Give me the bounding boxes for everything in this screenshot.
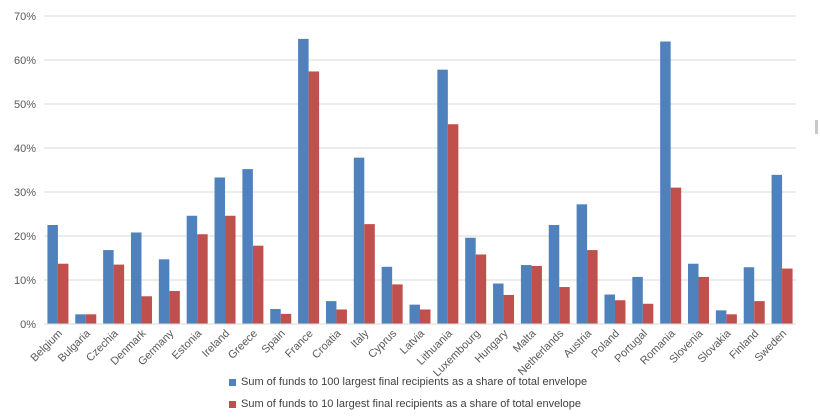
bar-top10-bulgaria xyxy=(85,314,97,324)
bar-top10-finland xyxy=(754,301,765,324)
bar-top10-croatia xyxy=(336,309,347,324)
bar-top100-germany xyxy=(158,259,170,324)
legend-label-series-2: Sum of funds to 10 largest final recipie… xyxy=(241,398,581,410)
bar-top100-cyprus xyxy=(381,266,393,324)
x-tick-label-cyprus: Cyprus xyxy=(366,327,399,360)
y-tick-label: 50% xyxy=(14,99,36,111)
bar-top100-finland xyxy=(743,267,755,324)
bar-top10-luxembourg xyxy=(475,254,487,324)
bar-top10-germany xyxy=(169,291,180,324)
bar-top100-sweden xyxy=(771,174,783,324)
bar-top100-hungary xyxy=(493,283,504,324)
y-tick-label: 60% xyxy=(14,55,36,67)
x-tick-label-italy: Italy xyxy=(349,327,372,350)
bar-top100-bulgaria xyxy=(75,314,86,324)
bar-top10-netherlands xyxy=(559,287,570,324)
bar-top100-slovenia xyxy=(688,263,699,324)
y-tick-label: 70% xyxy=(14,11,36,23)
bar-top10-slovakia xyxy=(726,314,737,324)
bar-top100-malta xyxy=(520,265,532,324)
bar-top10-malta xyxy=(531,265,542,324)
bar-top100-romania xyxy=(660,41,671,325)
bar-top10-hungary xyxy=(503,294,515,324)
bar-top10-denmark xyxy=(141,296,152,324)
legend-swatch-series-1 xyxy=(229,378,236,386)
x-tick-label-austria: Austria xyxy=(562,327,595,360)
bar-top10-lithuania xyxy=(447,124,459,325)
y-tick-label: 10% xyxy=(14,275,36,287)
y-tick-label: 30% xyxy=(14,187,36,199)
bar-top100-poland xyxy=(604,294,615,324)
bar-top100-belgium xyxy=(47,225,58,324)
x-tick-label-croatia: Croatia xyxy=(310,327,344,361)
bar-top10-austria xyxy=(587,250,598,324)
bar-top100-denmark xyxy=(130,232,142,324)
bar-top100-portugal xyxy=(632,276,643,324)
bars xyxy=(47,38,793,325)
legend-label-series-1: Sum of funds to 100 largest final recipi… xyxy=(241,376,588,388)
bar-top10-portugal xyxy=(642,303,654,324)
bar-top100-italy xyxy=(353,157,365,324)
bar-top10-slovenia xyxy=(698,276,710,324)
legend: Sum of funds to 100 largest final recipi… xyxy=(229,373,587,417)
gridlines xyxy=(44,15,796,281)
bar-top100-slovakia xyxy=(715,310,727,324)
scroll-edge-marker xyxy=(815,120,818,134)
x-tick-label-estonia: Estonia xyxy=(170,327,205,362)
x-axis: BelgiumBulgariaCzechiaDenmarkGermanyEsto… xyxy=(28,327,789,379)
y-tick-label: 0% xyxy=(20,319,36,331)
bar-top100-estonia xyxy=(186,215,198,324)
bar-top100-france xyxy=(298,38,309,324)
bar-top10-france xyxy=(308,71,320,324)
bar-top10-italy xyxy=(364,224,375,324)
bar-top10-estonia xyxy=(197,234,208,324)
bar-top10-spain xyxy=(280,313,292,324)
bar-top100-greece xyxy=(242,169,253,324)
x-tick-label-france: France xyxy=(283,328,316,361)
x-tick-label-greece: Greece xyxy=(226,328,260,362)
bar-top100-spain xyxy=(270,309,281,324)
bar-top100-ireland xyxy=(214,177,226,324)
bar-top100-latvia xyxy=(409,304,420,324)
bar-top100-netherlands xyxy=(548,225,560,324)
bar-top100-czechia xyxy=(103,250,114,324)
bar-top10-romania xyxy=(670,187,682,324)
legend-swatch-series-2 xyxy=(229,400,236,408)
bar-top10-czechia xyxy=(113,264,125,324)
bar-top10-latvia xyxy=(420,309,431,324)
bar-top100-austria xyxy=(576,204,588,324)
bar-top10-poland xyxy=(614,300,626,324)
legend-item-series-1: Sum of funds to 100 largest final recipi… xyxy=(229,373,587,391)
y-tick-label: 20% xyxy=(14,231,36,243)
bar-top10-cyprus xyxy=(392,284,403,324)
y-axis: 0% 10% 20% 30% 40% 50% 60% 70% xyxy=(14,11,36,331)
bar-top10-sweden xyxy=(782,268,793,324)
legend-item-series-2: Sum of funds to 10 largest final recipie… xyxy=(229,395,587,413)
bar-top100-croatia xyxy=(325,301,337,324)
bar-top10-greece xyxy=(252,245,264,324)
y-tick-label: 40% xyxy=(14,143,36,155)
bar-top10-ireland xyxy=(225,215,236,324)
bar-top10-belgium xyxy=(57,263,69,324)
bar-top100-luxembourg xyxy=(465,237,476,324)
bar-top100-lithuania xyxy=(437,69,448,325)
